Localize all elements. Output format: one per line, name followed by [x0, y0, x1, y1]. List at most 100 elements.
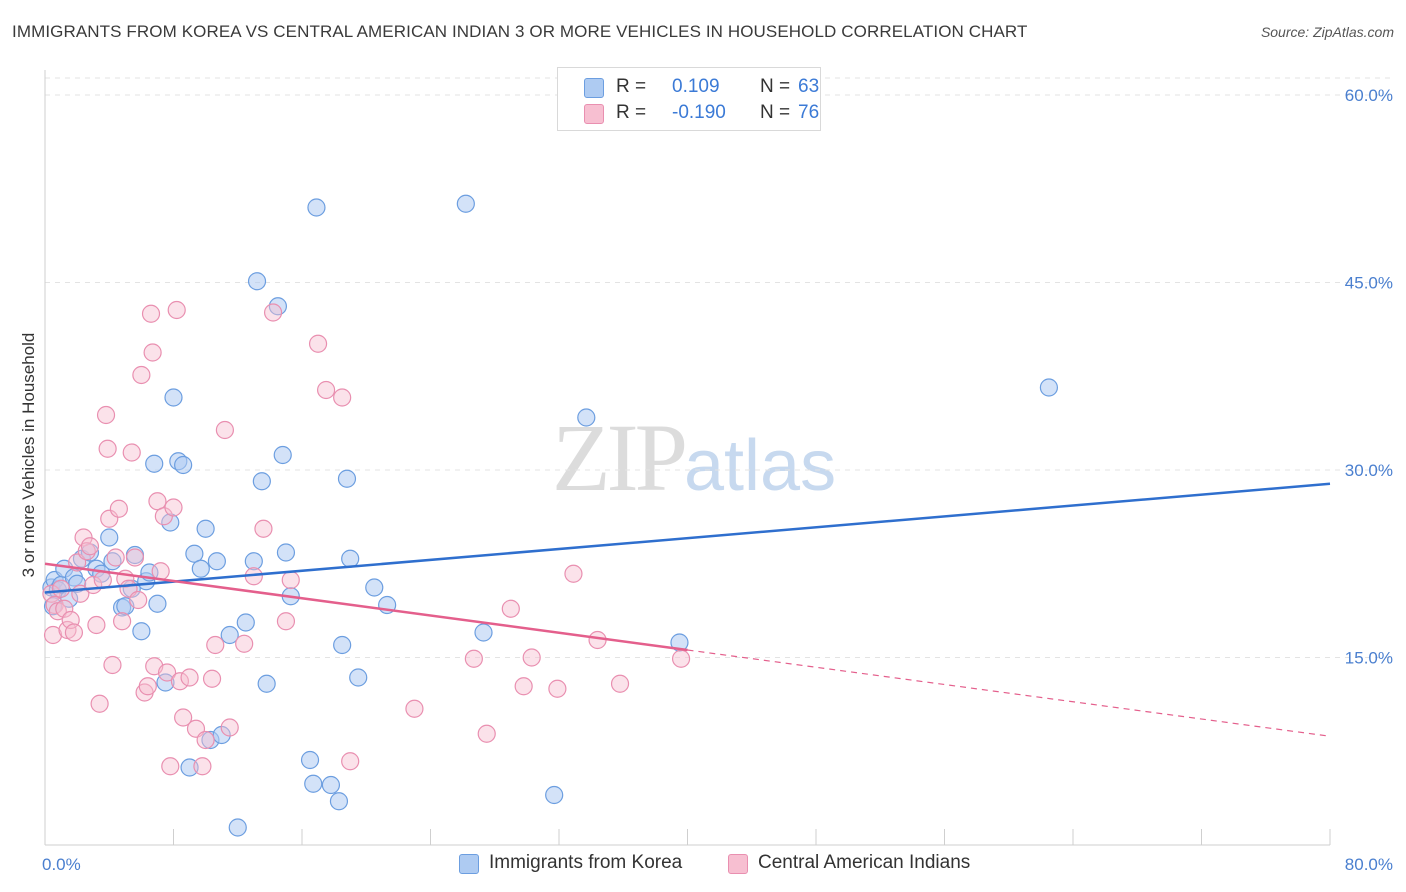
- central-trend-line: [44, 562, 688, 652]
- central-point: [80, 537, 100, 556]
- korea-point: [307, 198, 326, 217]
- korea-legend-label: Immigrants from Korea: [489, 852, 683, 873]
- korea-point: [304, 774, 323, 793]
- central-point: [206, 635, 225, 655]
- central-legend-label: Central American Indians: [758, 852, 971, 873]
- central-point: [55, 599, 74, 618]
- korea-point: [268, 297, 288, 316]
- korea-point: [244, 552, 263, 571]
- central-point: [254, 519, 273, 538]
- watermark-atlas: atlas: [684, 426, 837, 506]
- central-point: [548, 679, 567, 698]
- central-point: [106, 548, 125, 567]
- central-point: [122, 443, 141, 462]
- korea-point: [252, 472, 271, 491]
- central-point: [167, 300, 186, 320]
- central-swatch: [584, 104, 604, 124]
- korea-point: [164, 388, 183, 407]
- central-point: [109, 499, 128, 518]
- korea-point: [228, 818, 247, 837]
- central-point: [196, 730, 215, 750]
- y-axis-label: 3 or more Vehicles in Household: [19, 333, 38, 578]
- correlation-legend: R = 0.109 N = 63 R = -0.190 N = 76: [557, 67, 821, 131]
- korea-point: [321, 775, 341, 795]
- y-tick-label: 15.0%: [1345, 649, 1393, 668]
- n-value: 76: [798, 102, 820, 123]
- central-point: [51, 579, 71, 598]
- watermark: ZIPatlas: [552, 402, 836, 513]
- central-point: [87, 615, 106, 635]
- central-point: [235, 634, 254, 653]
- y-tick-label: 60.0%: [1345, 86, 1393, 105]
- central-point: [164, 498, 183, 517]
- central-point: [103, 655, 122, 675]
- axes: [44, 70, 1331, 846]
- central-point: [161, 757, 180, 776]
- series-central-points: [42, 300, 691, 776]
- korea-point: [1039, 378, 1059, 397]
- central-point: [281, 570, 300, 590]
- central-point: [564, 564, 583, 583]
- korea-point: [337, 469, 357, 488]
- central-trend-extension: [687, 649, 1331, 737]
- central-point: [276, 612, 296, 631]
- series-korea-points: [42, 194, 1059, 837]
- tick-labels: 15.0% 30.0% 45.0% 60.0% 0.0% 80.0%: [42, 86, 1393, 874]
- korea-point: [545, 785, 564, 805]
- korea-trend-line: [44, 482, 1331, 594]
- central-point: [174, 708, 193, 727]
- central-point: [588, 630, 607, 650]
- y-tick-label: 30.0%: [1345, 461, 1393, 480]
- central-point: [43, 625, 63, 645]
- central-point: [514, 677, 533, 696]
- korea-point: [341, 549, 360, 568]
- central-point: [132, 365, 151, 385]
- central-point: [151, 562, 170, 581]
- korea-point: [247, 272, 267, 291]
- central-point: [464, 649, 483, 668]
- central-point: [143, 343, 162, 362]
- central-point: [308, 334, 328, 353]
- korea-point: [329, 792, 349, 811]
- central-point: [141, 304, 161, 323]
- korea-point: [577, 408, 596, 427]
- central-point: [125, 548, 145, 567]
- central-point: [96, 405, 116, 425]
- central-point: [215, 420, 234, 440]
- korea-point: [349, 668, 368, 687]
- central-swatch: [728, 854, 748, 874]
- korea-point: [456, 194, 475, 213]
- central-point: [138, 677, 157, 696]
- central-point: [333, 388, 352, 407]
- korea-point: [236, 613, 255, 632]
- korea-point: [145, 454, 164, 473]
- korea-point: [207, 552, 226, 571]
- korea-point: [174, 455, 193, 475]
- central-point: [202, 669, 222, 688]
- korea-point: [100, 528, 119, 547]
- korea-point: [474, 623, 493, 642]
- x-tick-label: 0.0%: [42, 855, 81, 874]
- central-point: [220, 718, 239, 737]
- korea-point: [300, 750, 320, 770]
- central-point: [112, 612, 132, 631]
- central-point: [671, 649, 691, 668]
- n-label: N =: [760, 102, 791, 123]
- korea-point: [257, 674, 276, 693]
- korea-point: [273, 445, 292, 465]
- korea-point: [365, 578, 384, 597]
- central-point: [193, 757, 212, 776]
- central-point: [477, 724, 496, 743]
- central-point: [263, 303, 283, 322]
- r-value: 0.109: [672, 76, 720, 97]
- n-value: 63: [798, 76, 820, 97]
- central-point: [501, 599, 520, 618]
- central-point: [157, 663, 177, 682]
- central-point: [98, 439, 117, 458]
- x-tick-label: 80.0%: [1345, 855, 1393, 874]
- central-point: [610, 674, 630, 693]
- korea-point: [148, 594, 167, 613]
- central-point: [64, 623, 84, 642]
- korea-point: [220, 625, 239, 645]
